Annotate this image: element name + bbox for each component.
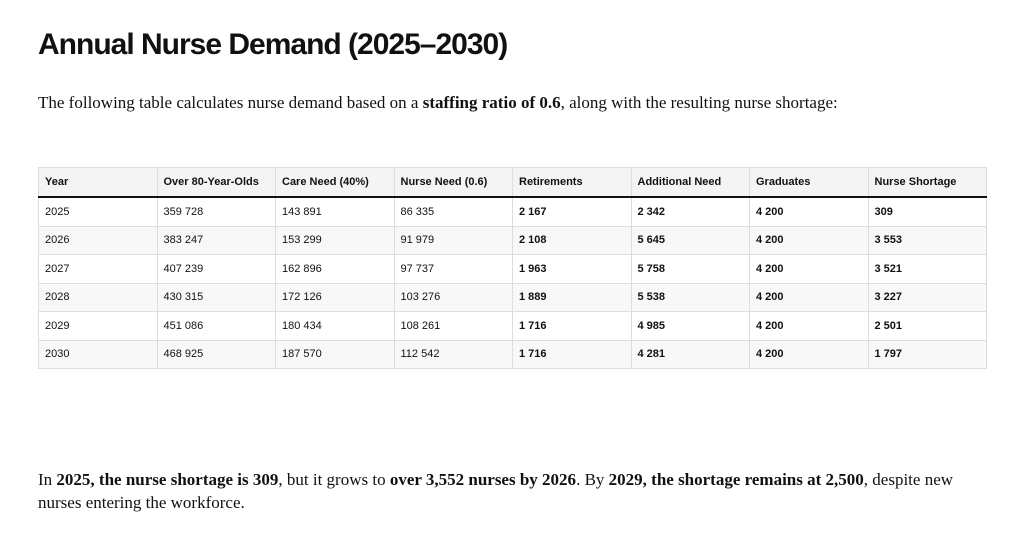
table-cell: 430 315 <box>156 282 276 312</box>
table-cell: 86 335 <box>393 196 513 227</box>
table-cell: 4 200 <box>749 339 869 369</box>
text: In <box>38 470 57 489</box>
text: , despite new nurses entering the workfo… <box>38 470 954 512</box>
table-cell: 407 239 <box>156 254 276 284</box>
table-cell: 91 979 <box>393 225 513 255</box>
table-cell: 143 891 <box>275 196 395 227</box>
table-cell: 2030 <box>38 339 158 369</box>
table-cell: 4 281 <box>630 339 750 369</box>
table-cell: 1 716 <box>512 339 632 369</box>
data-table: Year Over 80-Year-Olds Care Need (40%) Nurs… <box>38 167 987 369</box>
table-cell: 4 200 <box>749 282 869 312</box>
table-cell: 2029 <box>38 311 158 341</box>
table-cell: 4 200 <box>749 225 869 255</box>
table-cell: 2 167 <box>512 196 632 227</box>
table-cell: 2028 <box>38 282 158 312</box>
column-header: Graduates <box>749 167 869 198</box>
table-cell: 2 108 <box>512 225 632 255</box>
table-cell: 97 737 <box>393 254 513 284</box>
table-cell: 309 <box>867 196 987 227</box>
table-cell: 383 247 <box>156 225 276 255</box>
table-cell: 108 261 <box>393 311 513 341</box>
table-cell: 5 758 <box>630 254 750 284</box>
table-cell: 359 728 <box>156 196 276 227</box>
text: , along with the resulting nurse shortag… <box>560 93 838 112</box>
bold-text: 2029, the shortage remains at 2,500 <box>608 470 864 489</box>
table-row: 2029 451 086 180 434 108 261 1 716 4 985 4 200… <box>38 311 987 341</box>
column-header: Over 80-Year-Olds <box>156 167 276 198</box>
table-row: 2025 359 728 143 891 86 335 2 167 2 342 4 200 3… <box>38 196 987 227</box>
table-cell: 1 963 <box>512 254 632 284</box>
table-row: 2030 468 925 187 570 112 542 1 716 4 281 4 200… <box>38 339 987 369</box>
text: , but it grows to <box>278 470 390 489</box>
table-cell: 4 200 <box>749 254 869 284</box>
table-cell: 2 501 <box>867 311 987 341</box>
column-header: Nurse Need (0.6) <box>393 167 513 198</box>
table-cell: 162 896 <box>275 254 395 284</box>
header-row: Year Over 80-Year-Olds Care Need (40%) Nurs… <box>38 167 987 198</box>
table-cell: 2025 <box>38 196 158 227</box>
table-cell: 1 889 <box>512 282 632 312</box>
column-header: Nurse Shortage <box>867 167 987 198</box>
bold-text: 2025, the nurse shortage is 309 <box>56 470 279 489</box>
column-header: Retirements <box>512 167 632 198</box>
page-title: Annual Nurse Demand (2025–2030) <box>38 28 508 61</box>
column-header: Care Need (40%) <box>275 167 395 198</box>
table-cell: 2026 <box>38 225 158 255</box>
table-cell: 2 342 <box>630 196 750 227</box>
table-cell: 1 797 <box>867 339 987 369</box>
table-cell: 5 538 <box>630 282 750 312</box>
table-cell: 4 200 <box>749 311 869 341</box>
table-cell: 4 985 <box>630 311 750 341</box>
table-cell: 2027 <box>38 254 158 284</box>
bold-text: over 3,552 nurses by 2026 <box>389 470 577 489</box>
table-cell: 187 570 <box>275 339 395 369</box>
table-row: 2027 407 239 162 896 97 737 1 963 5 758 4 200 3… <box>38 254 987 284</box>
table-cell: 153 299 <box>275 225 395 255</box>
conclusion-paragraph: In 2025, the nurse shortage is 309, but … <box>38 468 988 514</box>
column-header: Year <box>38 167 158 198</box>
table-row: 2026 383 247 153 299 91 979 2 108 5 645 4 200 3… <box>38 225 987 255</box>
table-cell: 1 716 <box>512 311 632 341</box>
table-cell: 4 200 <box>749 196 869 227</box>
table-cell: 180 434 <box>275 311 395 341</box>
table-cell: 103 276 <box>393 282 513 312</box>
bold-text: staffing ratio of 0.6 <box>422 93 561 112</box>
table-cell: 5 645 <box>630 225 750 255</box>
column-header: Additional Need <box>630 167 750 198</box>
table-cell: 3 227 <box>867 282 987 312</box>
table-cell: 451 086 <box>156 311 276 341</box>
table-cell: 3 553 <box>867 225 987 255</box>
table-row: 2028 430 315 172 126 103 276 1 889 5 538 4 200… <box>38 282 987 312</box>
table-cell: 3 521 <box>867 254 987 284</box>
table-cell: 112 542 <box>393 339 513 369</box>
intro-paragraph: The following table calculates nurse dem… <box>38 91 988 114</box>
table-cell: 468 925 <box>156 339 276 369</box>
table-cell: 172 126 <box>275 282 395 312</box>
text: The following table calculates nurse dem… <box>38 93 423 112</box>
text: . By <box>576 470 609 489</box>
